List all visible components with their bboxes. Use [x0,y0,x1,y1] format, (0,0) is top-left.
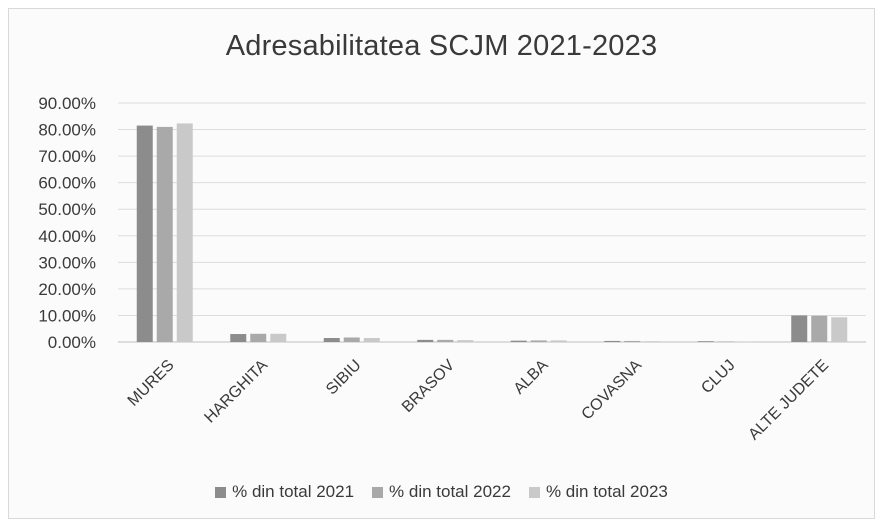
gridlines [118,102,866,343]
y-tick-label: 20.00% [38,280,96,299]
bar-alte-judete-s3 [831,317,848,342]
y-tick-label: 70.00% [38,147,96,166]
y-tick-label: 30.00% [38,253,96,272]
bar-alba-s2 [530,340,547,342]
x-tick-label: BRASOV [399,357,458,416]
legend-item-2021: % din total 2021 [215,482,354,502]
x-axis-tick-labels: MURES HARGHITA SIBIU BRASOV ALBA COVASNA CLUJ A… [125,357,832,444]
bar-harghita-s3 [270,333,287,342]
bar-brasov-s1 [417,339,434,342]
y-tick-label: 0.00% [48,333,96,352]
bar-covasna-s1 [604,340,621,342]
legend-swatch-2022 [372,486,384,498]
x-tick-label: ALTE JUDETE [745,357,832,444]
x-tick-label: COVASNA [579,357,646,424]
bar-alba-s3 [550,340,567,342]
bar-harghita-s1 [230,334,247,342]
bar-sibiu-s1 [323,338,340,342]
bar-cluj-s1 [697,341,714,342]
bar-harghita-s2 [250,333,267,342]
y-tick-label: 60.00% [38,174,96,193]
bar-alte-judete-s1 [791,315,808,342]
bar-covasna-s3 [644,341,661,342]
legend-item-2022: % din total 2022 [372,482,511,502]
bar-brasov-s2 [437,339,454,342]
y-tick-label: 80.00% [38,121,96,140]
bar-cluj-s3 [737,341,754,343]
bar-sibiu-s3 [363,338,380,342]
legend-label-2021: % din total 2021 [232,482,355,501]
y-tick-label: 10.00% [38,306,96,325]
chart-title: Adresabilitatea SCJM 2021-2023 [225,30,658,62]
legend-label-2023: % din total 2023 [545,482,668,501]
y-axis-tick-labels: 0.00% 10.00% 20.00% 30.00% 40.00% 50.00% 60.00… [38,94,96,352]
legend-swatch-2021 [215,486,227,498]
bar-mures-s2 [156,126,173,343]
y-tick-label: 40.00% [38,227,96,246]
legend-item-2023: % din total 2023 [528,482,668,502]
y-tick-label: 50.00% [38,200,96,219]
bar-brasov-s3 [457,340,474,342]
x-tick-label: SIBIU [323,357,365,399]
bar-alte-judete-s2 [811,315,828,342]
legend-label-2022: % din total 2022 [389,482,511,501]
bar-alba-s1 [510,340,527,342]
y-tick-label: 90.00% [38,94,96,113]
x-tick-label: CLUJ [698,357,738,397]
bar-cluj-s2 [717,341,734,342]
bar-mures-s1 [136,125,153,342]
x-tick-label: HARGHITA [201,357,271,427]
legend: % din total 2021 % din total 2022 % din … [0,482,883,502]
bar-series [136,123,848,343]
x-tick-label: ALBA [511,357,552,398]
x-tick-label: MURES [125,357,178,410]
bar-sibiu-s2 [343,337,360,342]
legend-swatch-2023 [528,486,540,498]
bar-mures-s3 [176,123,193,342]
bar-covasna-s2 [624,340,641,342]
